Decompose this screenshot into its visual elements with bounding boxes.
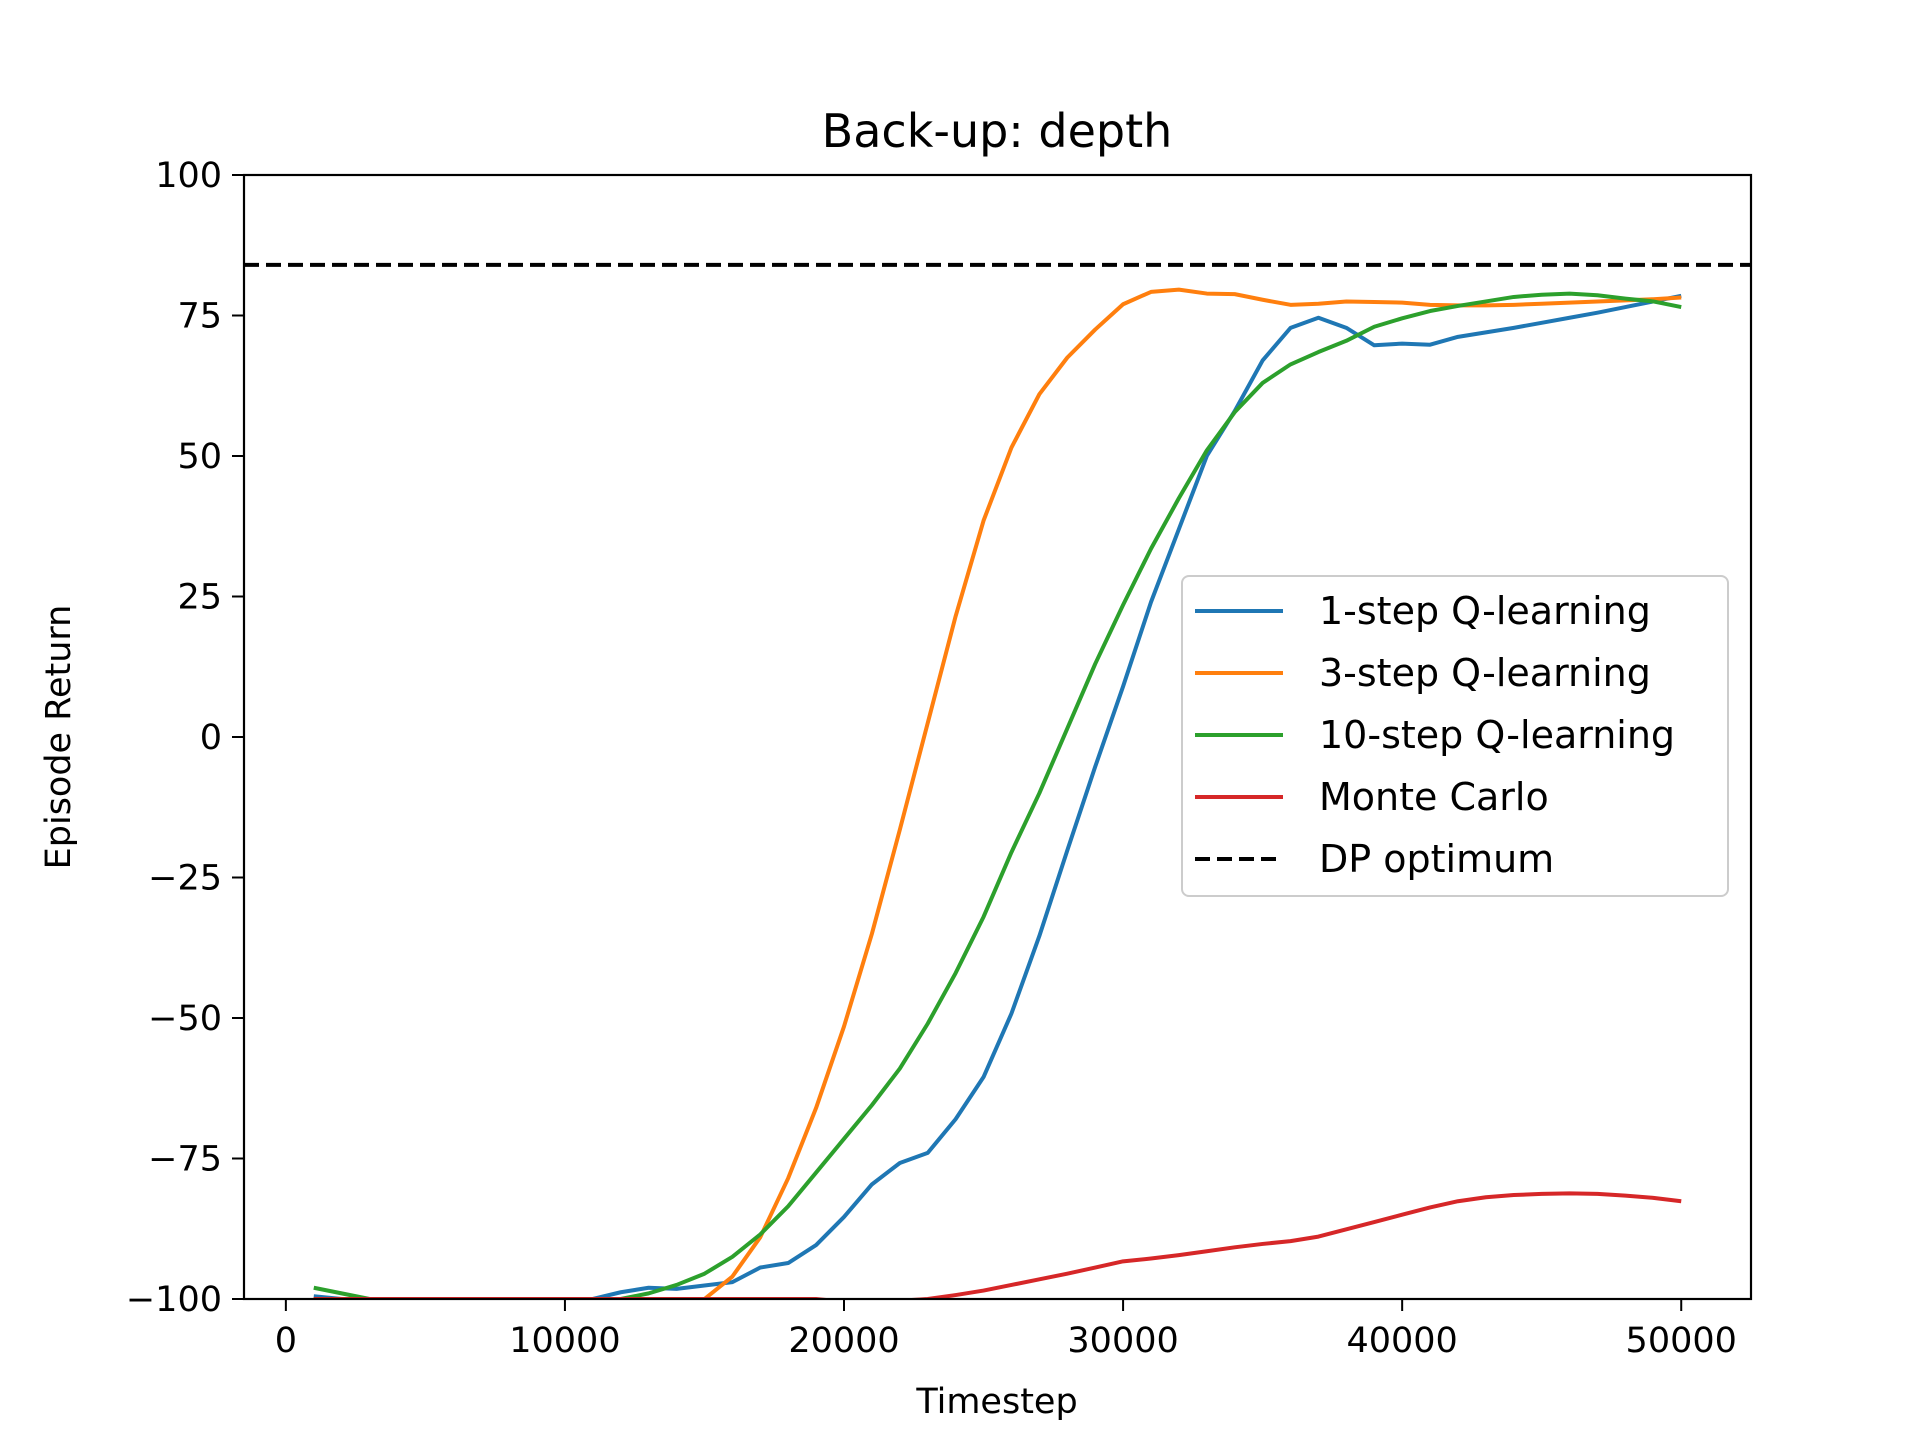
y-tick-label: 0 — [200, 718, 222, 758]
legend-label: Monte Carlo — [1319, 775, 1549, 819]
series-line-1-step-q-learning — [313, 293, 1682, 1299]
y-tick-label: −100 — [126, 1280, 222, 1320]
x-axis-ticks: 0 10000 20000 30000 40000 50000 — [275, 1299, 1737, 1361]
x-tick-label: 0 — [275, 1321, 297, 1361]
x-tick-label: 10000 — [509, 1321, 620, 1361]
y-axis-label: Episode Return — [39, 605, 79, 870]
x-axis-label: Timestep — [915, 1382, 1077, 1422]
legend-label: DP optimum — [1319, 837, 1554, 881]
legend-label: 10-step Q-learning — [1319, 713, 1675, 757]
y-tick-label: −75 — [148, 1140, 222, 1180]
series-line-10-step-q-learning — [313, 291, 1682, 1299]
x-tick-label: 30000 — [1067, 1321, 1178, 1361]
plot-frame — [242, 173, 1753, 1301]
legend-entry-1-step-q-learning: 1-step Q-learning — [1195, 589, 1651, 633]
y-axis-ticks: −100 −75 −50 −25 0 25 50 75 100 — [126, 156, 244, 1320]
y-tick-label: 50 — [177, 437, 222, 477]
series-line-monte-carlo — [313, 1191, 1682, 1299]
legend: 1-step Q-learning 3-step Q-learning 10-ste… — [1181, 575, 1729, 897]
legend-entry-dp-optimum: DP optimum — [1195, 837, 1554, 881]
legend-label: 3-step Q-learning — [1319, 651, 1651, 695]
x-tick-label: 40000 — [1346, 1321, 1457, 1361]
y-tick-label: 25 — [177, 578, 222, 618]
legend-entry-monte-carlo: Monte Carlo — [1195, 775, 1549, 819]
y-tick-label: −25 — [148, 859, 222, 899]
legend-entry-10-step-q-learning: 10-step Q-learning — [1195, 713, 1675, 757]
legend-label: 1-step Q-learning — [1319, 589, 1651, 633]
chart-title: Back-up: depth — [822, 104, 1173, 158]
y-tick-label: 75 — [177, 297, 222, 337]
y-tick-label: 100 — [155, 156, 222, 196]
x-tick-label: 50000 — [1626, 1321, 1737, 1361]
y-tick-label: −50 — [148, 999, 222, 1039]
legend-entry-3-step-q-learning: 3-step Q-learning — [1195, 651, 1651, 695]
x-tick-label: 20000 — [788, 1321, 899, 1361]
series-layer — [244, 262, 1751, 1299]
legend-box — [1181, 575, 1729, 897]
